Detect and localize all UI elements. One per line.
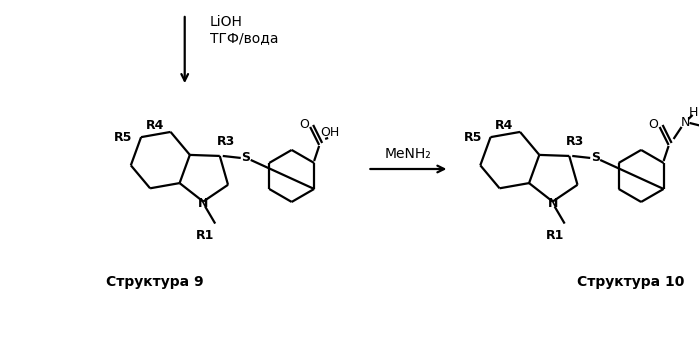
Text: R3: R3 [216,135,235,149]
Text: O: O [649,118,659,131]
Text: ТГФ/вода: ТГФ/вода [210,31,278,45]
Text: S: S [591,151,600,165]
Text: R5: R5 [463,131,482,144]
Text: OH: OH [321,126,340,139]
Text: R5: R5 [114,131,132,144]
Text: MeNH₂: MeNH₂ [385,147,432,161]
Text: N: N [681,116,690,130]
Text: H: H [689,106,699,119]
Text: R1: R1 [196,229,214,242]
Text: R4: R4 [495,119,513,132]
Text: R1: R1 [545,229,564,242]
Text: R3: R3 [566,135,584,149]
Text: N: N [198,197,209,210]
Text: LiOH: LiOH [210,15,243,29]
Text: N: N [547,197,558,210]
Text: S: S [241,151,250,165]
Text: R4: R4 [146,119,164,132]
Text: Структура 9: Структура 9 [106,275,204,289]
Text: O: O [299,118,309,131]
Text: Структура 10: Структура 10 [578,275,685,289]
